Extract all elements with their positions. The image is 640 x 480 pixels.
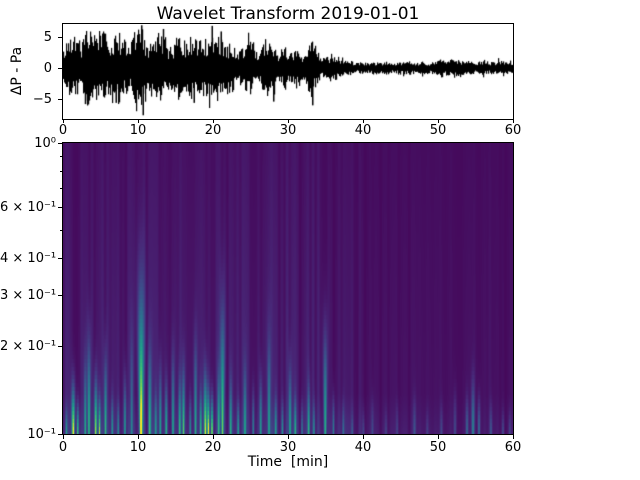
y-minor-tick: [60, 230, 62, 232]
x-tick-label: 30: [279, 440, 297, 455]
x-tick: [362, 435, 364, 439]
x-tick: [287, 435, 289, 439]
y-tick: [58, 98, 62, 100]
x-tick-label: 40: [354, 440, 372, 455]
x-tick-label: 20: [204, 123, 222, 138]
y-tick: [58, 142, 62, 144]
y-tick-label: 4 × 10⁻¹: [0, 251, 57, 267]
x-tick: [212, 435, 214, 439]
x-tick-label: 50: [429, 123, 447, 138]
x-tick-label: 50: [429, 440, 447, 455]
y-tick-label: 6 × 10⁻¹: [0, 200, 57, 216]
x-tick: [437, 435, 439, 439]
waveform-panel: [62, 23, 514, 120]
y-minor-tick: [60, 187, 62, 189]
x-tick: [62, 435, 64, 439]
x-tick-label: 60: [504, 123, 522, 138]
y-tick-label: −5: [32, 91, 52, 107]
x-tick-label: 20: [204, 440, 222, 455]
x-tick-label: 0: [58, 440, 68, 455]
x-tick-label: 40: [354, 123, 372, 138]
y-tick-label: 3 × 10⁻¹: [0, 287, 57, 303]
x-tick-label: 60: [504, 440, 522, 455]
y-tick-label: 0: [43, 60, 52, 76]
x-tick: [512, 435, 514, 439]
x-tick: [287, 119, 289, 123]
x-tick: [62, 119, 64, 123]
waveform-trace-canvas: [63, 24, 513, 119]
scalogram-panel: [62, 142, 514, 435]
x-tick-label: 10: [129, 123, 147, 138]
x-tick: [362, 119, 364, 123]
y-tick: [58, 294, 62, 296]
chart-title: Wavelet Transform 2019-01-01: [156, 4, 420, 24]
x-tick: [137, 435, 139, 439]
x-tick: [437, 119, 439, 123]
x-tick-label: 10: [129, 440, 147, 455]
y-tick: [58, 207, 62, 209]
y-tick-label: 5: [43, 29, 52, 45]
y-tick: [58, 258, 62, 260]
x-tick: [212, 119, 214, 123]
y-tick-label: 2 × 10⁻¹: [0, 338, 57, 354]
y-tick-label: 10⁰: [34, 135, 56, 151]
time-axis-label: Time [min]: [247, 454, 329, 470]
y-minor-tick: [60, 155, 62, 157]
y-tick: [58, 67, 62, 69]
x-tick: [512, 119, 514, 123]
x-tick: [137, 119, 139, 123]
y-tick: [58, 36, 62, 38]
y-minor-tick: [60, 170, 62, 172]
scalogram-heatmap-canvas: [63, 143, 513, 434]
y-tick-label: 10⁻¹: [27, 426, 56, 442]
y-tick: [58, 433, 62, 435]
x-tick-label: 0: [58, 123, 68, 138]
x-tick-label: 30: [279, 123, 297, 138]
y-tick: [58, 345, 62, 347]
